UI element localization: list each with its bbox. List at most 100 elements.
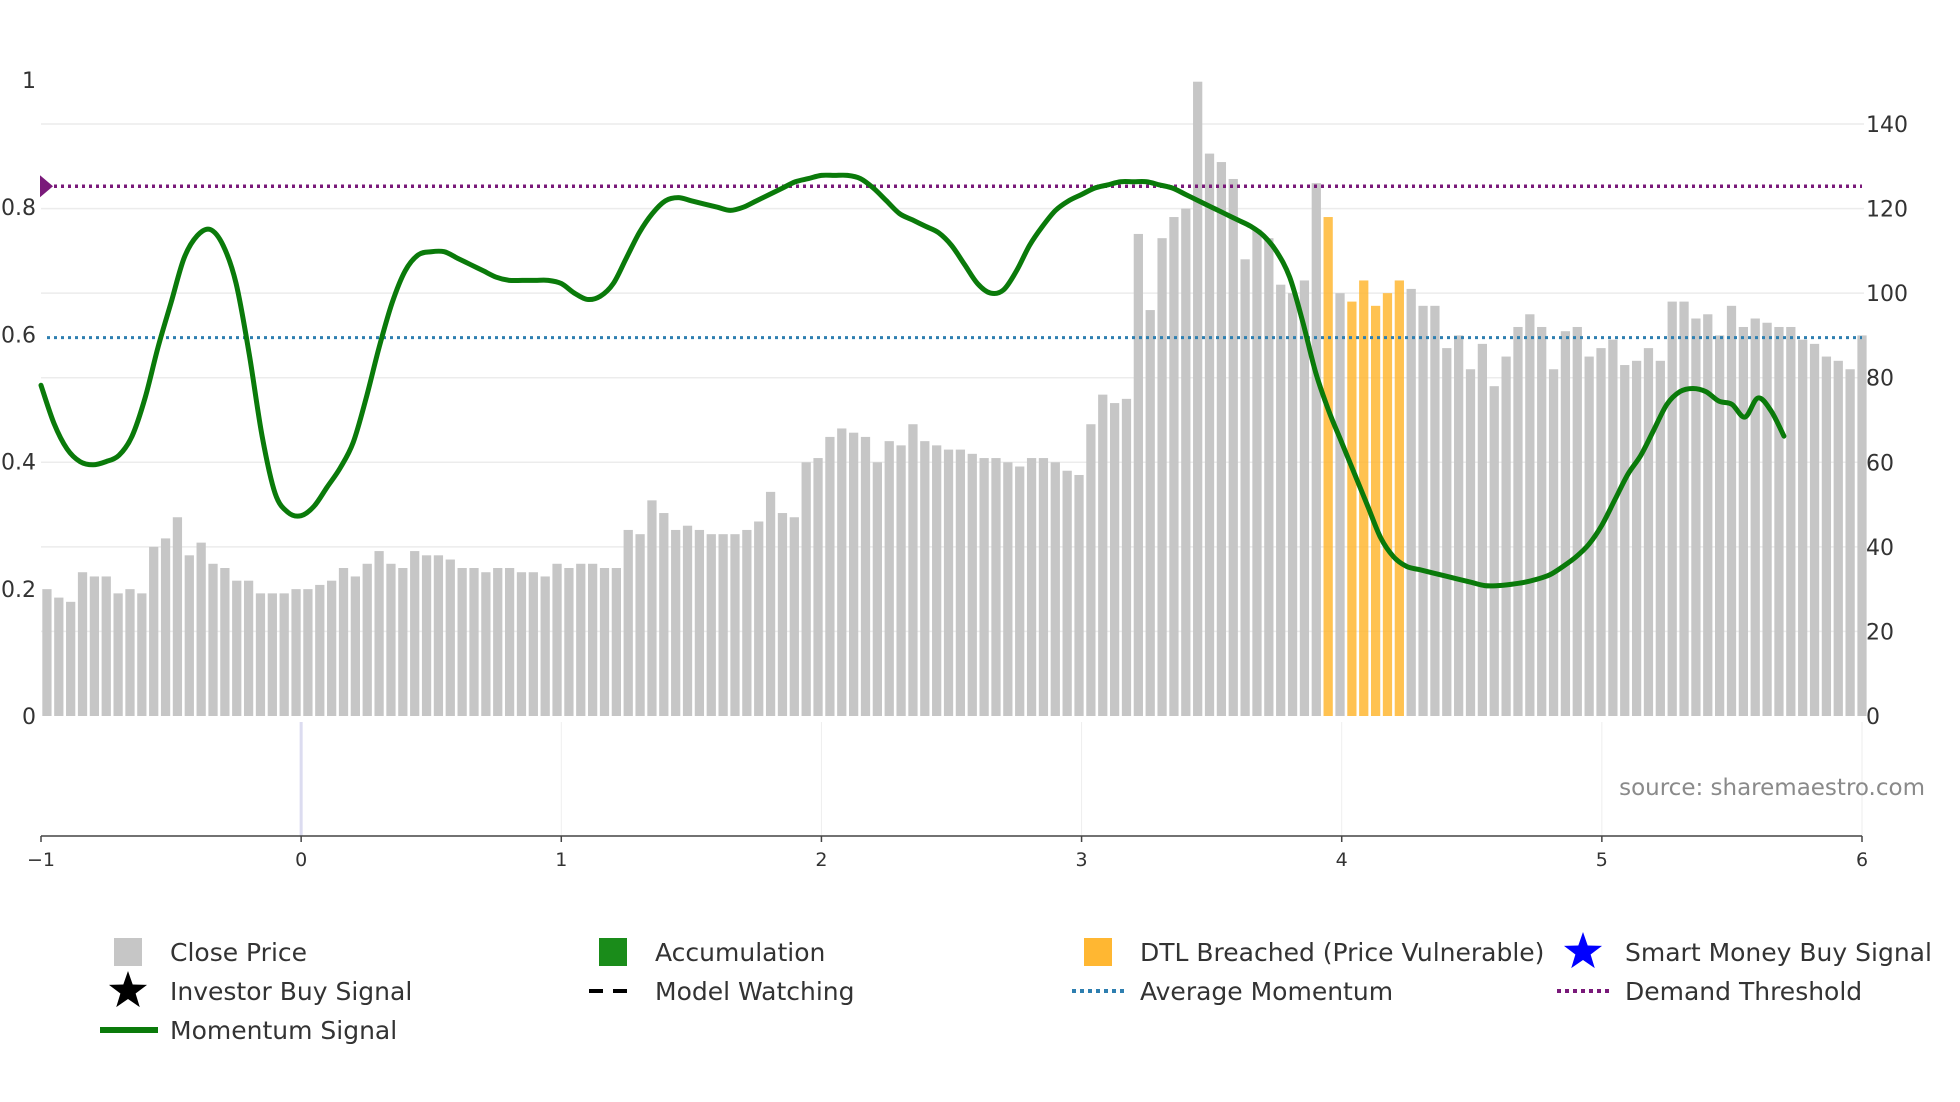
- x-axis-tick: 4: [1336, 849, 1348, 871]
- close-price-bar: [1537, 326, 1547, 716]
- close-price-bar: [220, 568, 230, 716]
- close-price-bar: [291, 589, 301, 716]
- close-price-bar: [42, 589, 52, 716]
- close-price-bar: [1596, 348, 1606, 716]
- close-price-bar: [1454, 335, 1464, 716]
- close-price-bar: [611, 568, 621, 716]
- x-axis-tick: 3: [1076, 849, 1088, 871]
- dtl-bar: [1382, 293, 1393, 716]
- right-axis-tick: 40: [1866, 536, 1894, 561]
- close-price-bar: [813, 458, 823, 716]
- close-price-bar: [1798, 339, 1808, 716]
- right-axis-tick: 0: [1866, 705, 1880, 730]
- close-price-bar: [1299, 280, 1310, 716]
- close-price-bar: [66, 601, 76, 716]
- close-price-bar: [943, 449, 954, 716]
- close-price-bar: [172, 517, 183, 716]
- close-price-bar: [1774, 326, 1784, 716]
- close-price-bar: [908, 424, 918, 716]
- close-price-bar: [1477, 343, 1488, 716]
- close-price-bar: [1204, 153, 1215, 717]
- close-price-bar: [920, 441, 930, 716]
- close-price-bar: [1252, 229, 1262, 716]
- x-axis-tick: 0: [295, 849, 307, 871]
- close-price-bar: [1679, 301, 1689, 716]
- close-price-bar: [552, 563, 562, 716]
- right-axis-tick: 120: [1866, 198, 1908, 223]
- investor-star-icon: [108, 971, 148, 1008]
- close-price-bar: [1169, 217, 1179, 716]
- close-price-bar: [1003, 462, 1013, 716]
- close-price-bar: [398, 568, 408, 716]
- x-axis-tick: 5: [1596, 849, 1608, 871]
- dtl-swatch: [1084, 938, 1112, 966]
- close-price-bar: [1489, 386, 1499, 716]
- close-price-bar: [1240, 259, 1250, 716]
- dtl-bar: [1323, 217, 1333, 716]
- close-price-bar: [671, 529, 681, 716]
- close-price-bar: [955, 449, 966, 716]
- legend-label: Accumulation: [655, 938, 825, 967]
- legend-label: Model Watching: [655, 977, 855, 1006]
- close-price-bar: [374, 551, 384, 716]
- close-price-bar: [1038, 458, 1049, 716]
- close-price-bar: [1513, 326, 1523, 716]
- close-price-bar: [481, 572, 491, 716]
- close-price-bar: [1098, 394, 1108, 716]
- close-price-bar: [825, 436, 835, 716]
- left-axis-tick: 0.6: [1, 323, 36, 348]
- close-price-bar: [991, 458, 1001, 716]
- close-price-bar: [1050, 462, 1060, 716]
- close-price-bar: [1726, 305, 1737, 716]
- close-price-bar: [1643, 348, 1654, 716]
- legend-item-momentum: Momentum Signal: [100, 1016, 397, 1045]
- close-price-bar: [1335, 293, 1345, 716]
- close-price-bar: [362, 563, 372, 716]
- close-price-bar: [884, 441, 894, 716]
- left-axis-tick: 0.4: [1, 451, 36, 476]
- close-price-bar: [765, 491, 776, 716]
- legend-item-dtl: DTL Breached (Price Vulnerable): [1084, 938, 1544, 967]
- close-price-bar: [421, 555, 432, 716]
- close-price-bar: [516, 572, 527, 716]
- close-price-bar: [1750, 318, 1760, 716]
- legend-item-model_watching: Model Watching: [589, 977, 855, 1006]
- close-price-bar: [303, 589, 313, 716]
- close-price-bar: [54, 597, 64, 716]
- close-price-bar: [89, 576, 100, 716]
- close-price-bar: [1430, 305, 1440, 716]
- close-price-bar: [576, 563, 586, 716]
- left-axis-tick: 0.8: [1, 196, 36, 221]
- dtl-bar: [1394, 280, 1404, 716]
- legend-item-accumulation: Accumulation: [599, 938, 825, 967]
- close-price-bar: [350, 576, 361, 716]
- accumulation-swatch: [599, 938, 627, 966]
- close-price-bar: [1133, 233, 1143, 716]
- legend: Close Price Accumulation DTL Breached (Pri…: [100, 932, 1932, 1045]
- momentum-signal: [38, 172, 1787, 589]
- close-price-bar: [77, 572, 88, 716]
- close-price-bar: [184, 555, 194, 716]
- close-price-bar: [1572, 326, 1582, 716]
- close-price-bar: [1193, 81, 1203, 716]
- close-price-bar: [504, 568, 515, 716]
- close-price-bar: [1418, 305, 1428, 716]
- close-price-bar: [1015, 466, 1025, 716]
- close-price-bar: [1691, 318, 1701, 716]
- right-axis-tick: 20: [1866, 620, 1894, 645]
- close-price-bar: [979, 458, 989, 716]
- close-price-bar: [754, 521, 764, 716]
- close-price-bar: [1703, 314, 1713, 716]
- legend-label: Investor Buy Signal: [170, 977, 412, 1006]
- close-price-bar: [789, 517, 799, 716]
- close-price-bar: [528, 572, 538, 716]
- close-price-bar: [386, 563, 396, 716]
- right-axis-tick: 100: [1866, 282, 1908, 307]
- x-axis-tick: 2: [815, 849, 827, 871]
- close-price-bar: [469, 568, 479, 716]
- dtl-bar: [1347, 301, 1357, 716]
- close-price-bar: [682, 525, 693, 716]
- close-price-bar: [327, 580, 337, 716]
- close-price-bar: [255, 593, 266, 716]
- x-axis-tick: 6: [1856, 849, 1868, 871]
